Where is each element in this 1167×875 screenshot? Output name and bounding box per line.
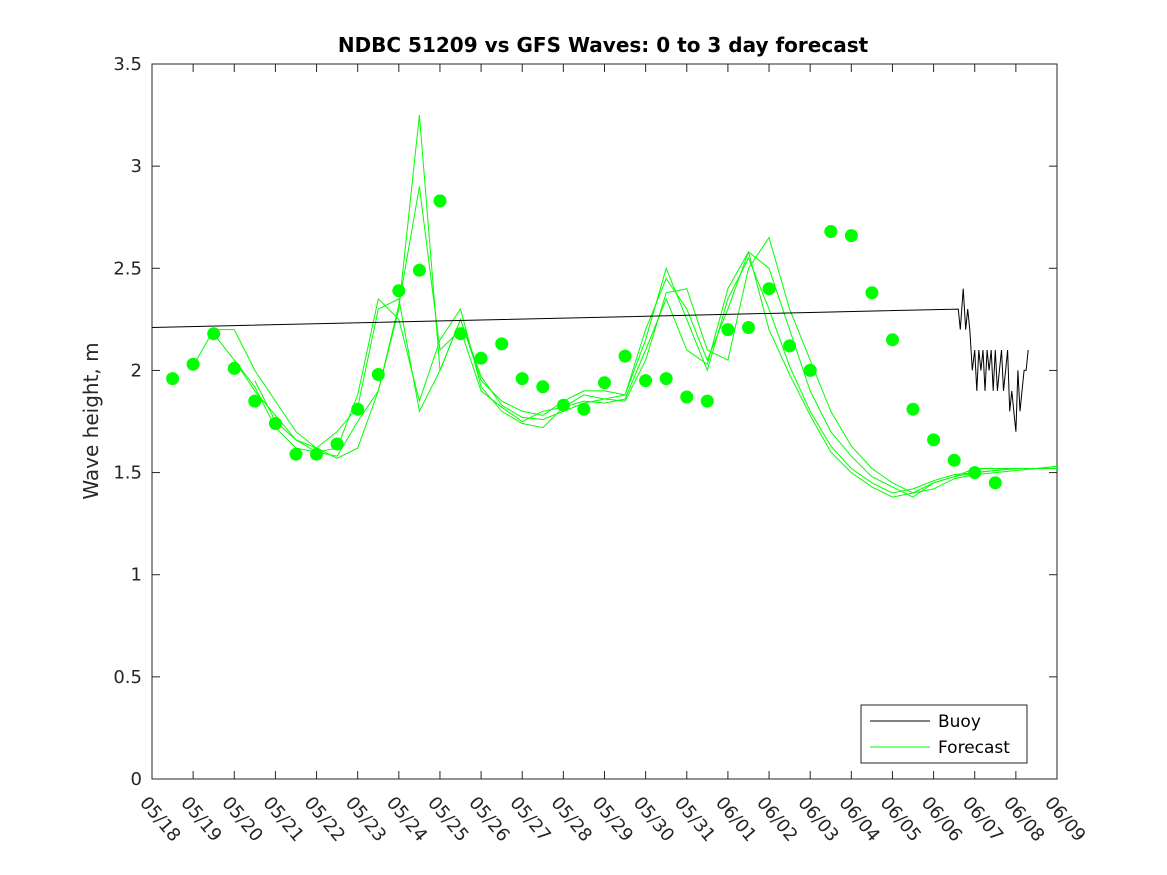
forecast-point xyxy=(803,363,817,377)
forecast-point xyxy=(762,282,776,296)
y-tick-label: 3 xyxy=(131,156,142,177)
legend-label: Buoy xyxy=(938,712,981,732)
legend-label: Forecast xyxy=(938,738,1010,758)
forecast-point xyxy=(742,321,755,334)
legend-box xyxy=(860,704,1028,764)
forecast-point xyxy=(515,372,529,386)
forecast-line-4 xyxy=(254,256,1016,494)
y-tick-label: 2 xyxy=(131,360,142,381)
forecast-point xyxy=(412,263,426,277)
forecast-point xyxy=(351,402,365,416)
forecast-point xyxy=(207,327,221,341)
forecast-line-3 xyxy=(233,250,1057,498)
forecast-point xyxy=(577,402,591,416)
forecast-point xyxy=(556,398,570,412)
forecast-point xyxy=(947,453,961,467)
forecast-point xyxy=(680,390,694,404)
forecast-point xyxy=(371,368,385,381)
forecast-point xyxy=(310,447,323,461)
forecast-line-2 xyxy=(213,186,1057,494)
forecast-point xyxy=(927,433,941,447)
forecast-point xyxy=(906,402,920,416)
y-tick-label: 1 xyxy=(131,565,142,586)
forecast-point xyxy=(268,417,282,430)
forecast-point xyxy=(968,466,982,480)
chart-legend: Buoy Forecast xyxy=(860,704,1028,764)
buoy-line xyxy=(152,288,1029,432)
y-axis-label: Wave height, m xyxy=(79,342,103,499)
forecast-point xyxy=(495,337,509,351)
forecast-point xyxy=(454,327,467,341)
forecast-point xyxy=(659,372,673,386)
forecast-point xyxy=(186,357,200,371)
y-tick-label: 3.5 xyxy=(113,54,142,75)
plot-area xyxy=(151,63,1058,780)
forecast-point xyxy=(536,380,550,394)
y-tick-label: 1.5 xyxy=(113,463,142,484)
forecast-point xyxy=(783,339,797,353)
forecast-point xyxy=(886,333,899,347)
forecast-point xyxy=(988,476,1002,490)
forecast-point xyxy=(639,374,653,388)
forecast-point xyxy=(598,376,611,390)
forecast-point xyxy=(166,372,180,386)
y-tick-label: 0 xyxy=(131,769,142,790)
series-group xyxy=(152,115,1057,498)
y-tick-label: 0.5 xyxy=(113,667,142,688)
forecast-point xyxy=(721,323,735,337)
forecast-point xyxy=(618,349,632,363)
forecast-point xyxy=(865,286,879,300)
forecast-point xyxy=(433,194,447,208)
forecast-point xyxy=(330,437,344,451)
forecast-point xyxy=(248,394,262,408)
forecast-point xyxy=(289,447,303,461)
forecast-point xyxy=(392,284,406,298)
forecast-point xyxy=(844,229,858,243)
y-tick-label: 2.5 xyxy=(113,258,142,279)
forecast-point xyxy=(700,394,714,408)
y-axis: 0 0.5 1 1.5 2 2.5 3 3.5 xyxy=(113,54,1057,790)
forecast-point xyxy=(474,351,488,365)
chart-title: NDBC 51209 vs GFS Waves: 0 to 3 day fore… xyxy=(338,33,869,57)
forecast-point xyxy=(824,225,838,238)
forecast-point xyxy=(227,361,241,375)
